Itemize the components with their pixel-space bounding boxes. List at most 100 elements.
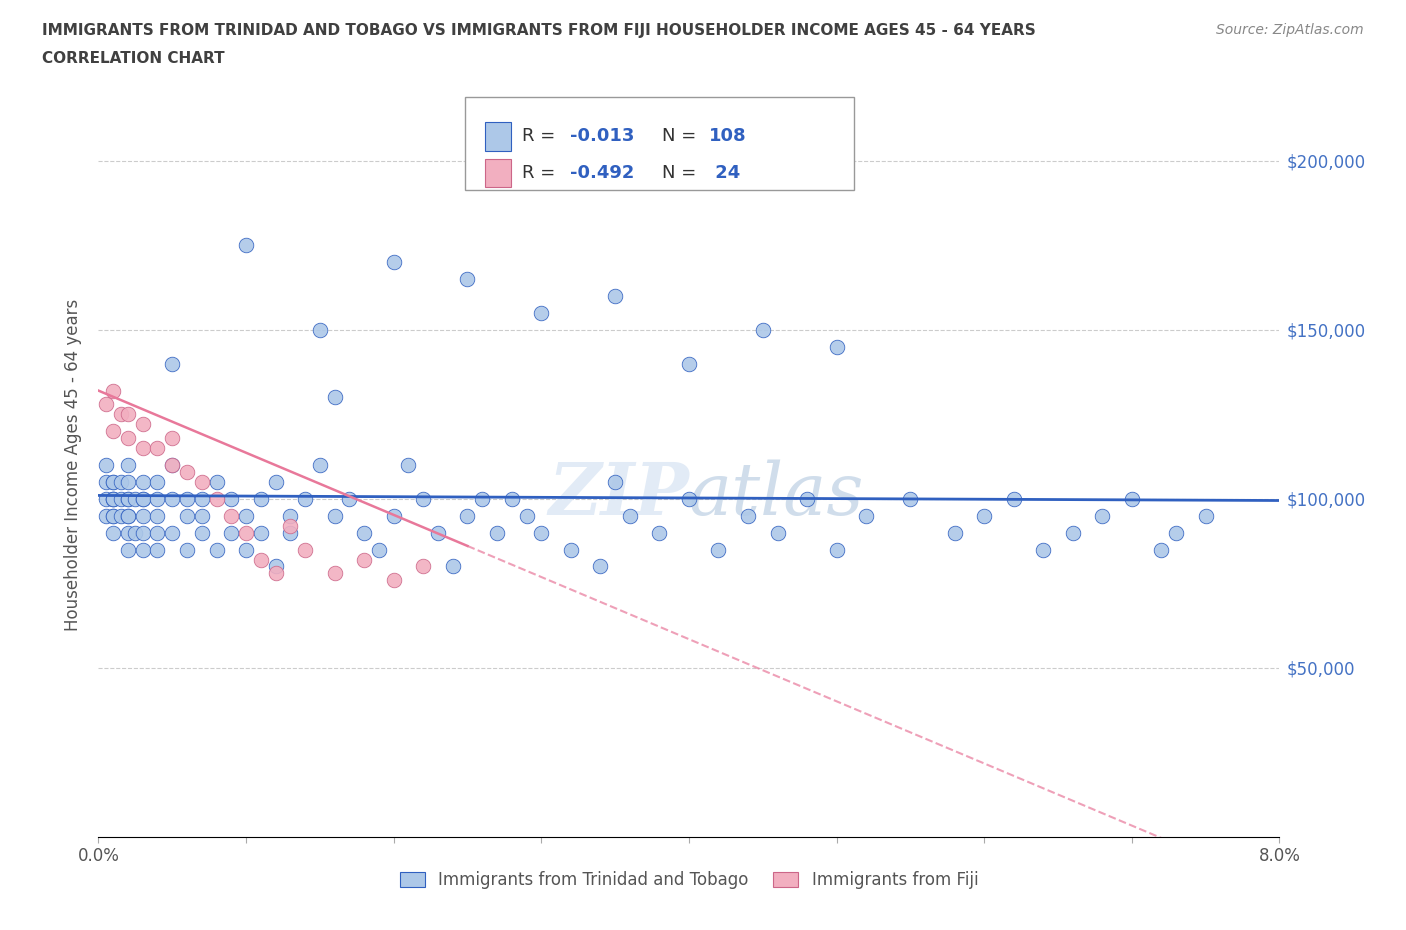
Point	[530, 525, 553, 540]
Point	[398, 458, 420, 472]
Point	[1091, 509, 1114, 524]
Point	[176, 491, 198, 506]
Point	[94, 509, 117, 524]
Point	[162, 458, 183, 472]
Point	[124, 491, 146, 506]
Point	[825, 542, 848, 557]
Point	[191, 491, 214, 506]
Point	[162, 356, 183, 371]
Point	[110, 491, 132, 506]
Point	[132, 441, 155, 456]
Point	[235, 542, 257, 557]
Point	[221, 525, 243, 540]
Point	[250, 525, 273, 540]
Point	[94, 491, 117, 506]
Point	[353, 552, 375, 567]
Point	[1062, 525, 1084, 540]
Point	[605, 288, 627, 303]
Point	[855, 509, 877, 524]
Text: N =: N =	[662, 165, 702, 182]
Point	[94, 474, 117, 489]
Point	[441, 559, 464, 574]
Point	[309, 323, 332, 338]
Point	[427, 525, 450, 540]
Point	[162, 458, 183, 472]
Point	[132, 474, 155, 489]
Point	[110, 406, 132, 421]
Point	[103, 474, 125, 489]
Point	[412, 491, 434, 506]
Point	[471, 491, 494, 506]
Point	[412, 559, 434, 574]
Point	[146, 525, 169, 540]
Point	[103, 491, 125, 506]
Point	[117, 509, 139, 524]
Point	[191, 509, 214, 524]
Point	[235, 238, 257, 253]
Point	[678, 356, 700, 371]
Bar	[485, 159, 510, 187]
Point	[117, 458, 139, 472]
Point	[103, 525, 125, 540]
Point	[117, 509, 139, 524]
Text: N =: N =	[662, 127, 702, 145]
Point	[235, 509, 257, 524]
Point	[619, 509, 641, 524]
Legend: Immigrants from Trinidad and Tobago, Immigrants from Fiji: Immigrants from Trinidad and Tobago, Imm…	[392, 864, 986, 896]
Point	[110, 509, 132, 524]
Text: CORRELATION CHART: CORRELATION CHART	[42, 51, 225, 66]
Point	[221, 509, 243, 524]
Text: atlas: atlas	[689, 459, 865, 530]
Point	[117, 431, 139, 445]
Point	[516, 509, 538, 524]
Point	[103, 509, 125, 524]
Text: R =: R =	[523, 165, 561, 182]
Point	[103, 383, 125, 398]
Point	[589, 559, 612, 574]
Point	[943, 525, 966, 540]
Point	[648, 525, 671, 540]
Point	[235, 525, 257, 540]
Point	[796, 491, 818, 506]
Point	[132, 509, 155, 524]
Point	[103, 491, 125, 506]
Point	[117, 406, 139, 421]
Point	[132, 417, 155, 432]
Point	[132, 491, 155, 506]
Point	[280, 509, 302, 524]
Point	[103, 424, 125, 439]
Point	[250, 491, 273, 506]
Point	[737, 509, 759, 524]
Text: Source: ZipAtlas.com: Source: ZipAtlas.com	[1216, 23, 1364, 37]
Text: ZIP: ZIP	[548, 459, 689, 530]
Point	[205, 474, 228, 489]
Point	[117, 491, 139, 506]
Point	[191, 525, 214, 540]
Point	[162, 525, 183, 540]
Point	[605, 474, 627, 489]
Point	[162, 431, 183, 445]
Point	[176, 464, 198, 479]
Point	[294, 491, 316, 506]
Point	[560, 542, 582, 557]
Point	[94, 458, 117, 472]
Point	[766, 525, 789, 540]
Point	[146, 542, 169, 557]
Point	[752, 323, 775, 338]
Point	[205, 491, 228, 506]
Point	[94, 397, 117, 412]
Point	[132, 525, 155, 540]
Point	[1032, 542, 1054, 557]
Point	[323, 390, 346, 405]
Y-axis label: Householder Income Ages 45 - 64 years: Householder Income Ages 45 - 64 years	[65, 299, 83, 631]
Point	[382, 255, 405, 270]
Point	[457, 509, 479, 524]
Point	[1121, 491, 1143, 506]
Point	[132, 491, 155, 506]
Point	[117, 474, 139, 489]
Text: 108: 108	[709, 127, 747, 145]
Point	[707, 542, 730, 557]
Point	[294, 542, 316, 557]
Point	[117, 525, 139, 540]
Point	[146, 441, 169, 456]
